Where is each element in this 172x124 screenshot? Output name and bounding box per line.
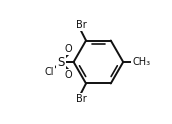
Text: Br: Br bbox=[76, 20, 86, 30]
Text: Cl: Cl bbox=[45, 67, 54, 77]
Text: Br: Br bbox=[76, 94, 86, 104]
Text: S: S bbox=[57, 56, 65, 68]
Text: O: O bbox=[65, 70, 72, 80]
Text: CH₃: CH₃ bbox=[132, 57, 150, 67]
Text: O: O bbox=[65, 44, 72, 54]
